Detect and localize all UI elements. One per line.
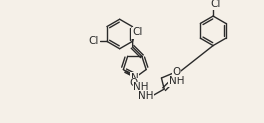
Text: NH: NH [133, 82, 149, 92]
Text: Cl: Cl [89, 36, 99, 46]
Text: O: O [132, 29, 140, 39]
Text: NH: NH [169, 76, 184, 86]
Text: O: O [129, 78, 138, 88]
Text: O: O [172, 67, 180, 77]
Text: NH: NH [138, 91, 154, 101]
Text: Cl: Cl [133, 27, 143, 37]
Text: Cl: Cl [211, 0, 221, 9]
Text: N: N [131, 73, 139, 83]
